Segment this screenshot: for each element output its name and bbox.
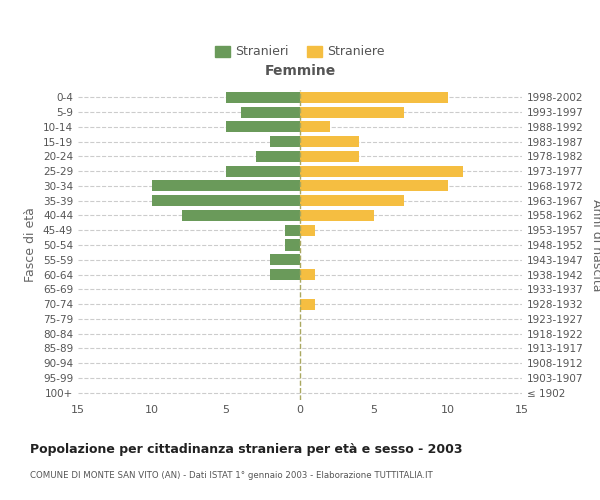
- Bar: [226, 92, 300, 103]
- Bar: [300, 210, 374, 221]
- Bar: [300, 180, 448, 192]
- Bar: [300, 92, 448, 103]
- Y-axis label: Anni di nascita: Anni di nascita: [590, 198, 600, 291]
- Legend: Stranieri, Straniere: Stranieri, Straniere: [210, 40, 390, 64]
- Bar: [300, 298, 315, 310]
- Bar: [300, 224, 315, 236]
- Bar: [152, 180, 300, 192]
- Text: Popolazione per cittadinanza straniera per età e sesso - 2003: Popolazione per cittadinanza straniera p…: [30, 442, 463, 456]
- Bar: [300, 195, 404, 206]
- Bar: [300, 122, 329, 132]
- Bar: [271, 269, 300, 280]
- Bar: [226, 166, 300, 176]
- Bar: [300, 269, 315, 280]
- Bar: [152, 195, 300, 206]
- Bar: [300, 151, 359, 162]
- Bar: [285, 240, 300, 250]
- Bar: [271, 254, 300, 266]
- Bar: [241, 106, 300, 118]
- Bar: [256, 151, 300, 162]
- Bar: [300, 136, 359, 147]
- Bar: [300, 106, 404, 118]
- Bar: [300, 166, 463, 176]
- Text: Femmine: Femmine: [265, 64, 335, 78]
- Y-axis label: Fasce di età: Fasce di età: [25, 208, 37, 282]
- Text: COMUNE DI MONTE SAN VITO (AN) - Dati ISTAT 1° gennaio 2003 - Elaborazione TUTTIT: COMUNE DI MONTE SAN VITO (AN) - Dati IST…: [30, 471, 433, 480]
- Bar: [285, 224, 300, 236]
- Bar: [226, 122, 300, 132]
- Bar: [271, 136, 300, 147]
- Bar: [182, 210, 300, 221]
